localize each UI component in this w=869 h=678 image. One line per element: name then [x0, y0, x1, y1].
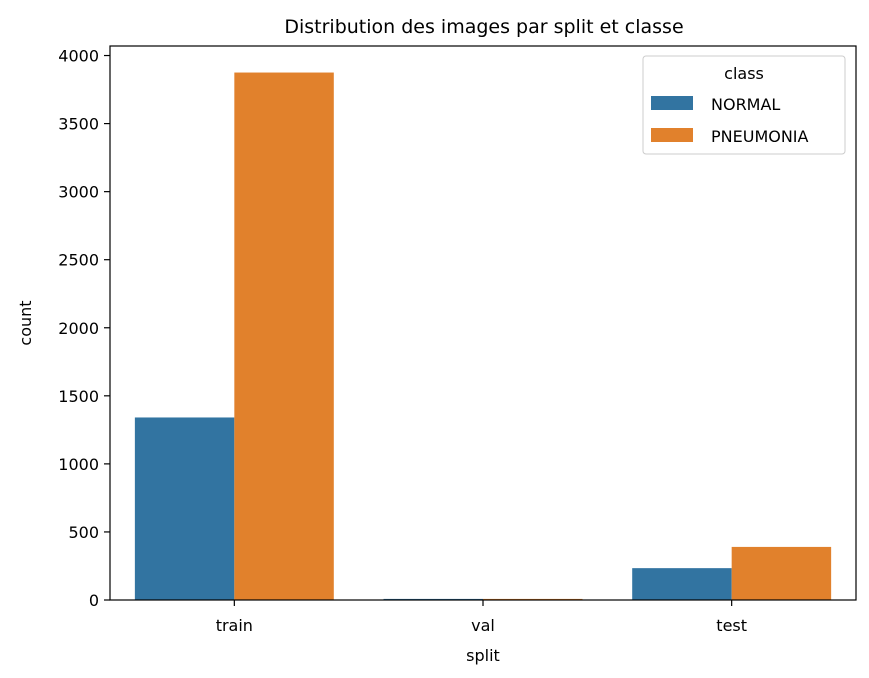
chart-title: Distribution des images par split et cla…	[284, 16, 683, 38]
y-tick-label: 1500	[58, 387, 99, 406]
y-tick-label: 0	[89, 591, 99, 610]
x-axis-label: split	[466, 646, 500, 665]
y-tick-label: 3000	[58, 183, 99, 202]
y-tick-label: 500	[68, 523, 99, 542]
y-axis-ticks: 0 500 1000 1500 2000 2500 3000 3500 4000	[58, 47, 110, 610]
legend: class NORMAL PNEUMONIA	[642, 55, 846, 155]
x-tick-label: train	[216, 616, 253, 635]
legend-label-pneumonia: PNEUMONIA	[711, 127, 809, 146]
y-axis-label: count	[16, 300, 35, 345]
bar-pneumonia-test	[731, 546, 832, 600]
x-tick-label: val	[471, 616, 495, 635]
legend-title: class	[724, 64, 764, 83]
legend-swatch-normal	[651, 96, 693, 110]
y-tick-label: 4000	[58, 47, 99, 66]
plot-frame	[109, 45, 857, 601]
legend-swatch-pneumonia	[651, 128, 693, 142]
y-tick-label: 3500	[58, 115, 99, 134]
x-axis-ticks: train val test	[216, 600, 747, 635]
legend-label-normal: NORMAL	[711, 95, 780, 114]
y-tick-label: 2500	[58, 251, 99, 270]
x-tick-label: test	[716, 616, 747, 635]
legend-box	[642, 55, 846, 155]
bar-pneumonia-train	[234, 72, 334, 601]
y-tick-label: 1000	[58, 455, 99, 474]
bar-normal-train	[134, 417, 235, 600]
y-tick-label: 2000	[58, 319, 99, 338]
bar-normal-test	[632, 568, 732, 600]
